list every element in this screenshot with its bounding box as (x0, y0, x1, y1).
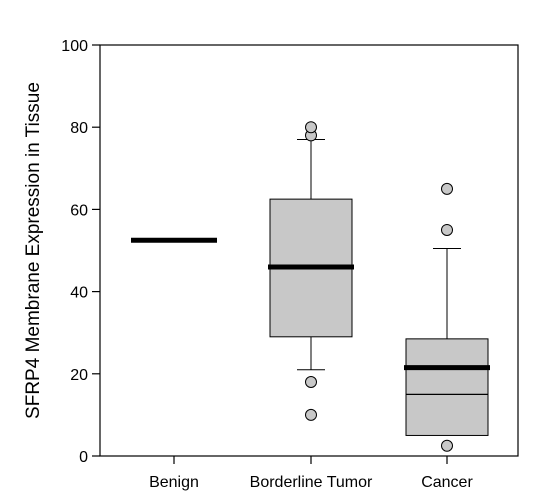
outlier-point (441, 182, 453, 195)
outlier-point (305, 121, 317, 134)
y-tick-label: 100 (61, 38, 88, 55)
y-tick-label: 80 (70, 120, 88, 137)
outlier-point (305, 376, 317, 389)
x-tick-label: Cancer (421, 474, 473, 491)
box-iqr (405, 338, 489, 436)
x-tick-label: Borderline Tumor (250, 474, 373, 491)
y-tick-label: 40 (70, 285, 88, 302)
y-axis-title: SFRP4 Membrane Expression in Tissue (23, 82, 44, 419)
outlier-point (441, 223, 453, 236)
outlier-point (305, 408, 317, 421)
y-tick-label: 0 (79, 449, 88, 466)
plot-frame (99, 44, 519, 457)
labels-layer: SFRP4 Membrane Expression in Tissue 0 20 4… (23, 38, 473, 491)
outlier-point (441, 439, 453, 452)
axes-layer (92, 44, 519, 464)
y-tick-label: 20 (70, 367, 88, 384)
x-tick-label: Benign (149, 474, 199, 491)
y-tick-label: 60 (70, 202, 88, 219)
boxes-layer (131, 121, 490, 452)
